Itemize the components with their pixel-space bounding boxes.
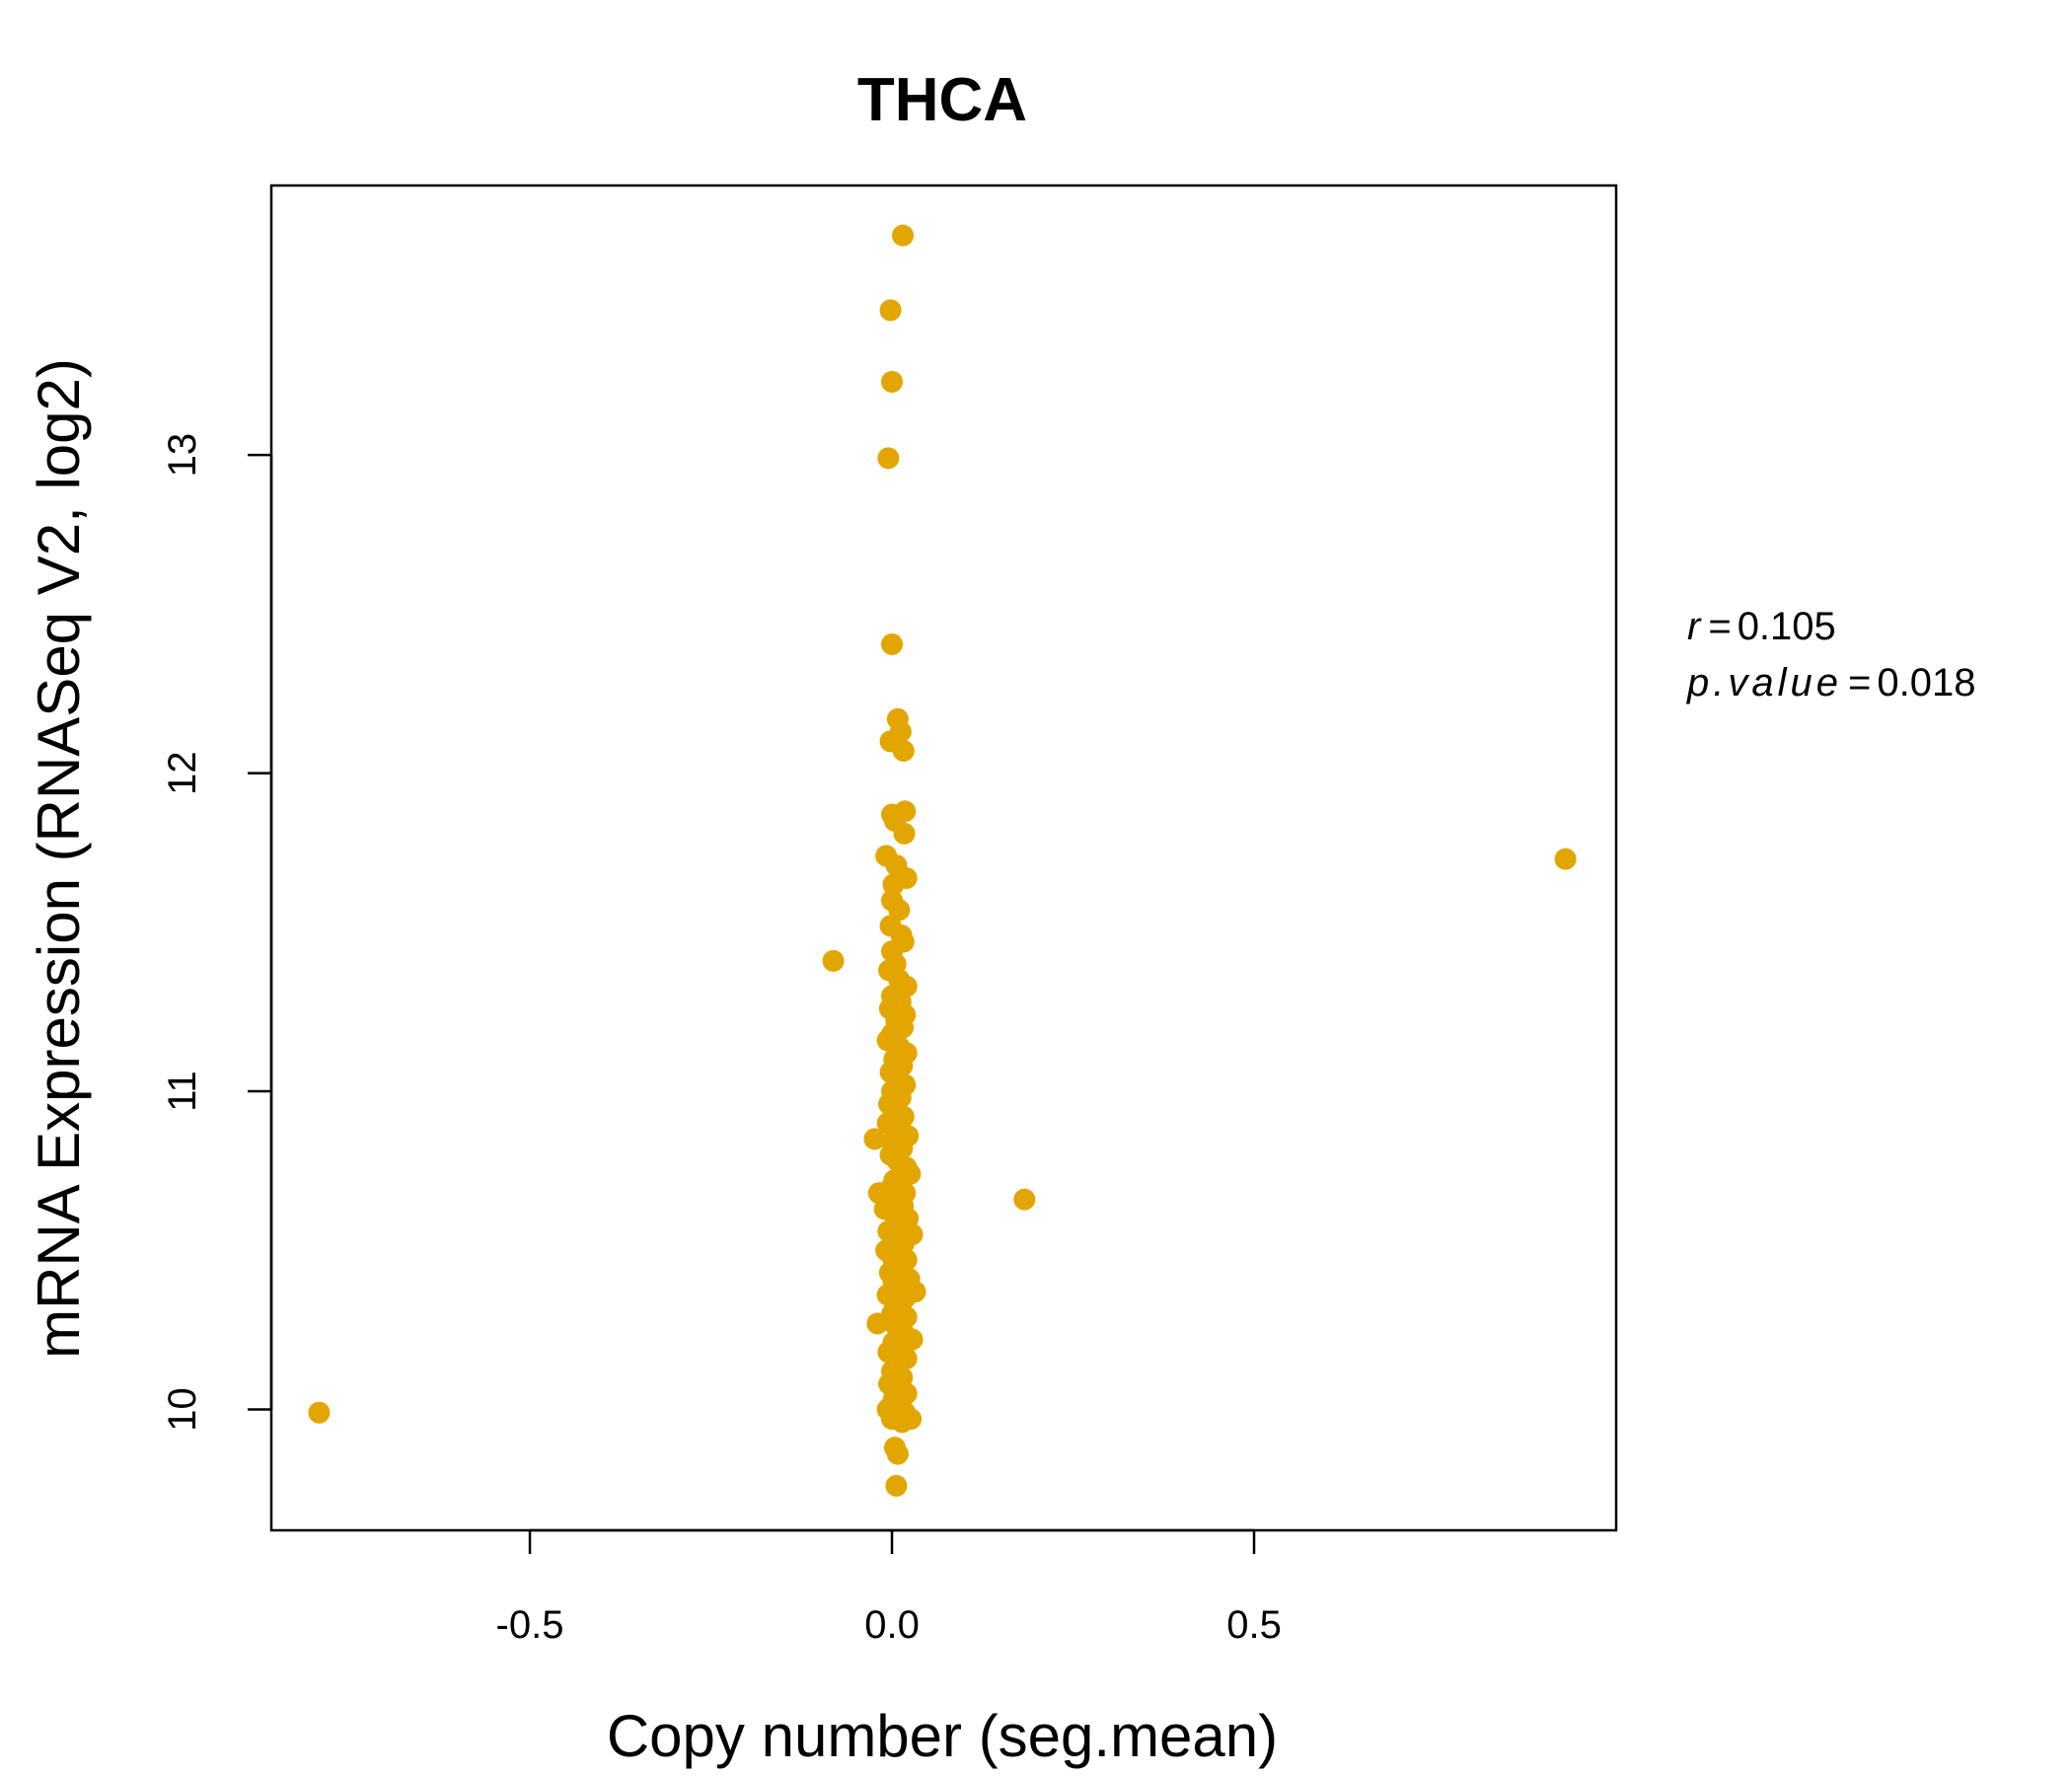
y-axis-label: mRNA Expression (RNASeq V2, log2) [26, 358, 92, 1359]
data-point [888, 899, 911, 922]
y-tick-label: 13 [161, 433, 204, 478]
data-points [308, 224, 1577, 1497]
p-value: p.value = 0.018 [1686, 661, 1975, 704]
data-point [866, 1312, 889, 1335]
y-tick-label: 12 [161, 751, 204, 795]
x-axis: -0.5 0.0 0.5 [496, 1528, 1282, 1647]
r-equals: = [1708, 605, 1731, 648]
data-point [892, 224, 915, 247]
p-equals: = [1848, 661, 1871, 704]
data-point [1013, 1188, 1036, 1211]
data-point [886, 1443, 909, 1465]
plot-frame [269, 184, 1618, 1532]
y-tick-label: 10 [161, 1387, 204, 1432]
x-tick-label: -0.5 [496, 1603, 564, 1647]
data-point [885, 1474, 908, 1497]
correlation-r: r = 0.105 [1687, 605, 1836, 648]
r-label: r [1687, 605, 1702, 648]
data-point [892, 739, 915, 762]
data-point [863, 1128, 886, 1150]
chart-title: THCA [857, 66, 1027, 134]
x-tick-label: 0.5 [1226, 1603, 1282, 1647]
data-point [893, 822, 916, 845]
p-label: p.value [1686, 661, 1842, 704]
data-point [1554, 848, 1577, 870]
data-point [879, 299, 902, 322]
data-point [882, 873, 905, 896]
y-axis: 10 11 12 13 [161, 433, 273, 1432]
data-point [881, 370, 904, 393]
data-point [822, 949, 845, 972]
x-tick-label: 0.0 [864, 1603, 920, 1647]
r-value: 0.105 [1738, 605, 1836, 648]
y-tick-label: 11 [161, 1071, 204, 1112]
data-point [877, 447, 900, 470]
data-point [308, 1401, 331, 1424]
data-point [891, 1411, 914, 1434]
p-value-number: 0.018 [1877, 661, 1975, 704]
data-point [881, 632, 904, 655]
x-axis-label: Copy number (seg.mean) [607, 1703, 1278, 1769]
